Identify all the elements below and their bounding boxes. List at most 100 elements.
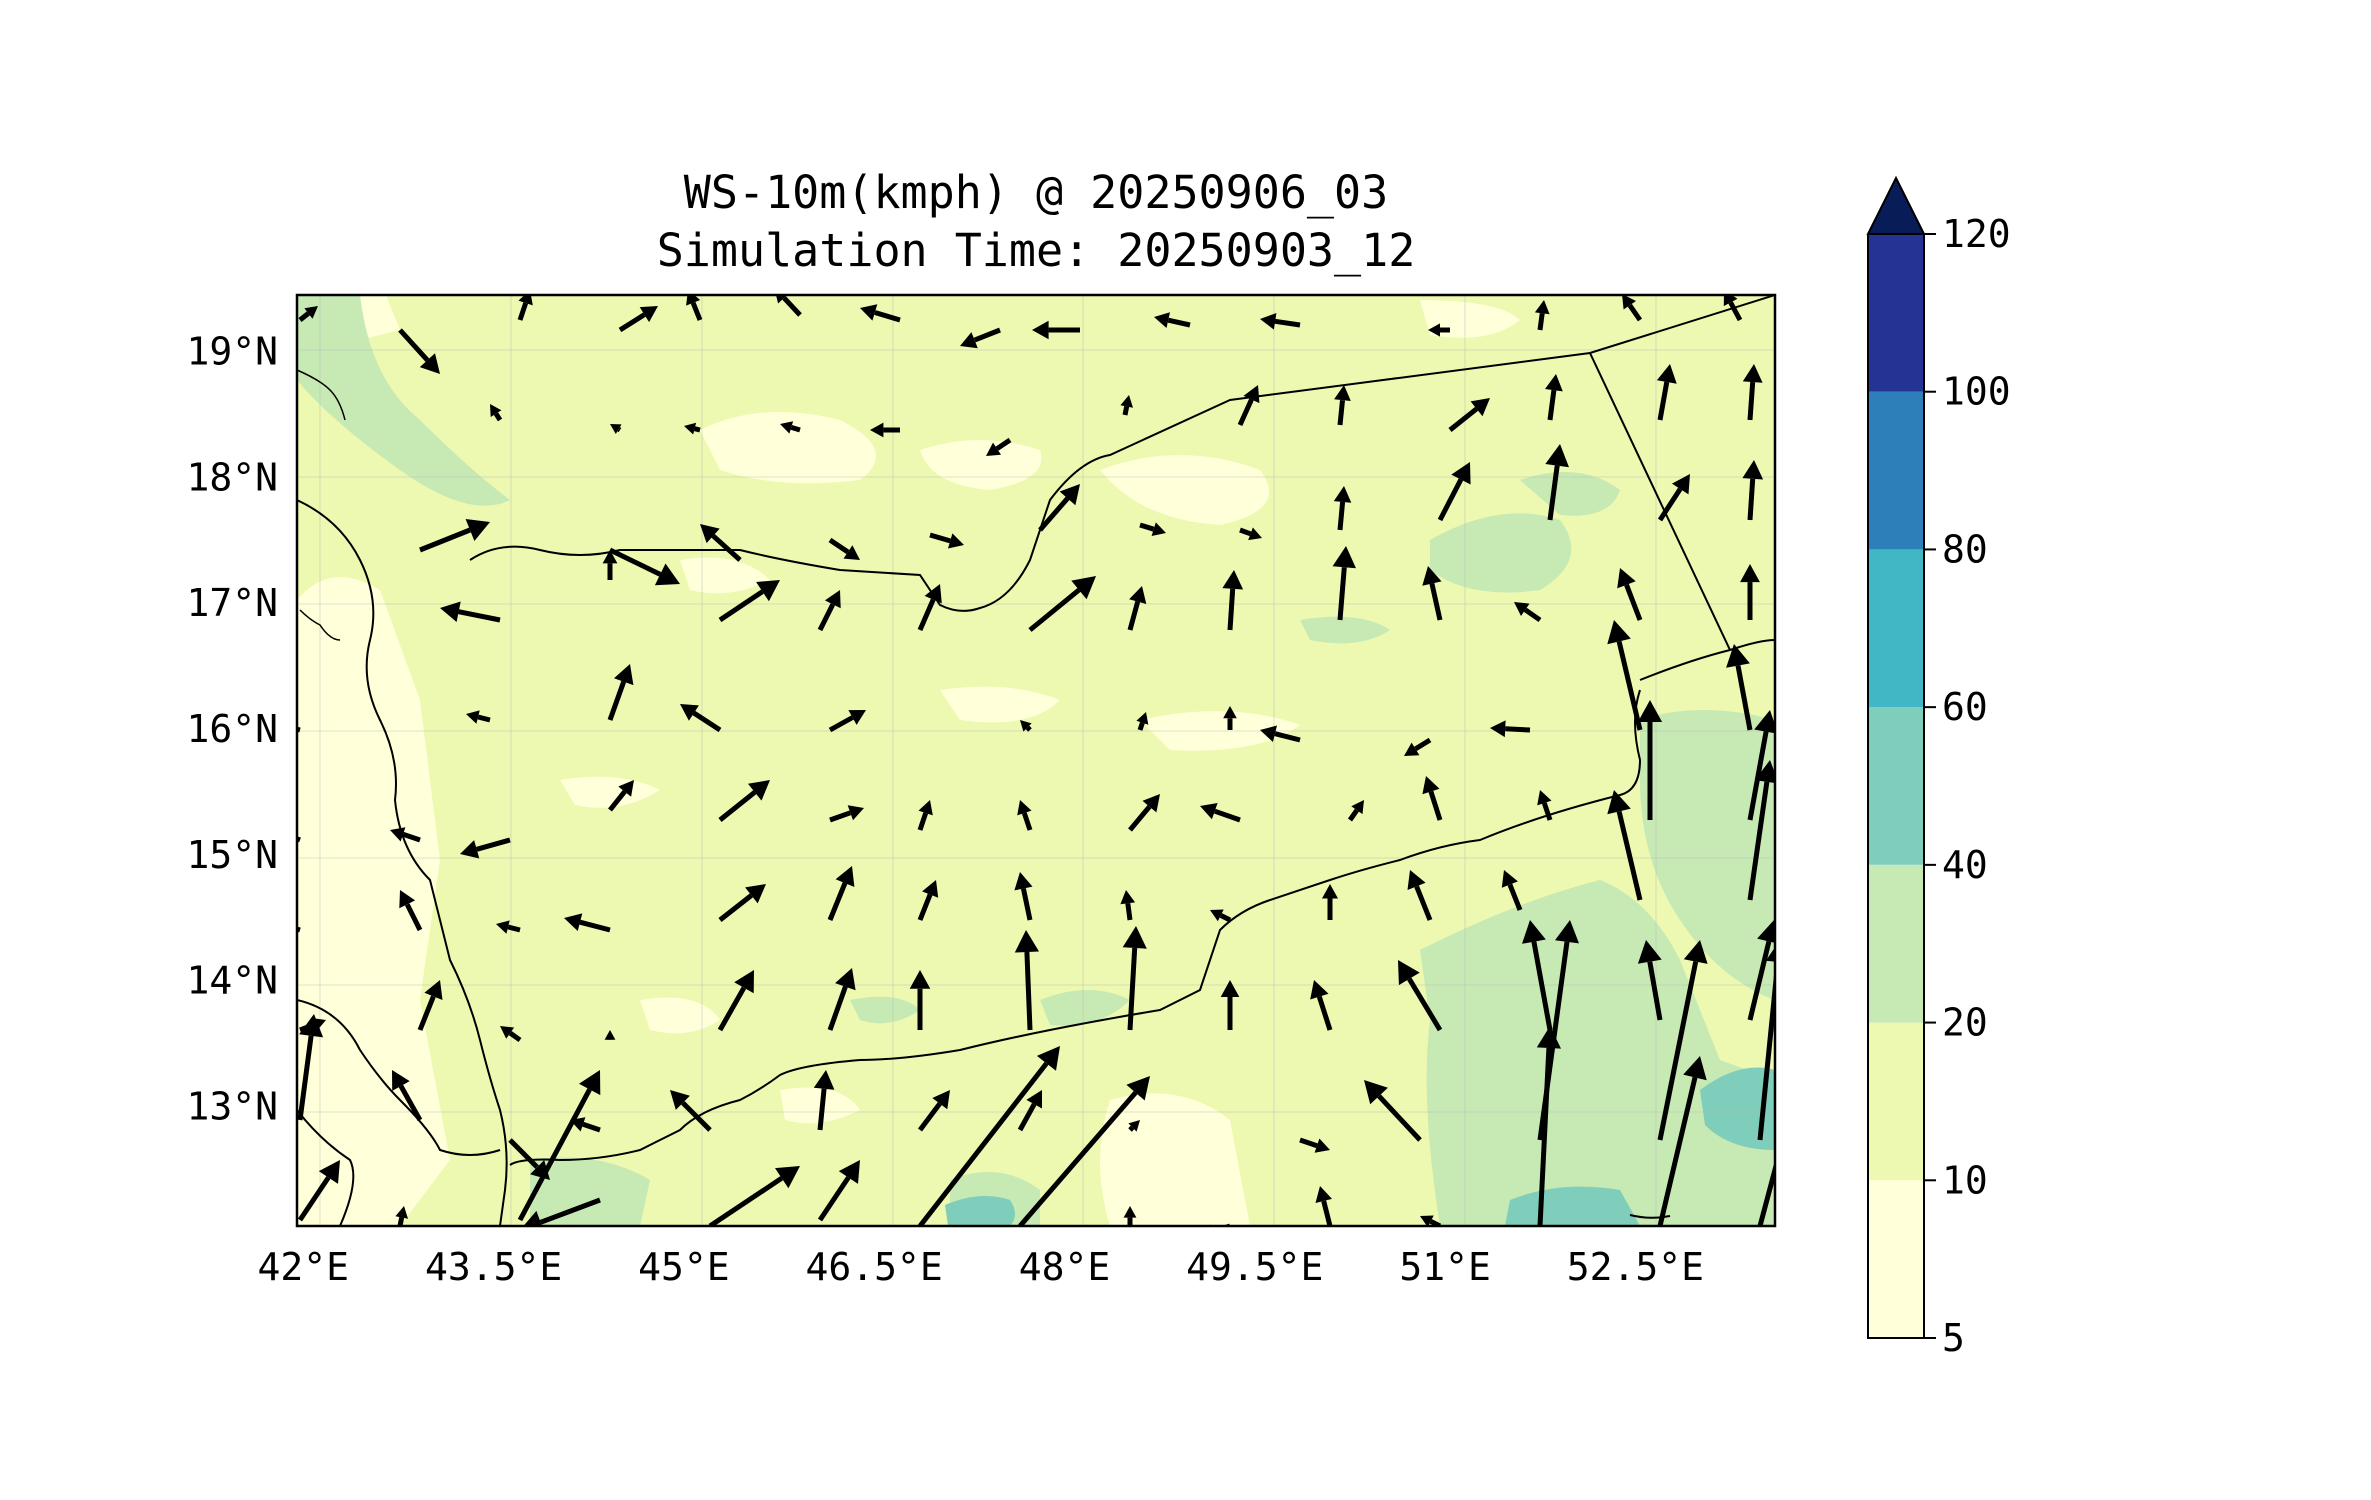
wind-vector-head (1754, 760, 1775, 783)
wind-vector-head (986, 442, 1001, 456)
wind-vector-head (1451, 462, 1471, 485)
wind-vector-shaft (297, 1035, 314, 1121)
wind-vector-shaft (1507, 883, 1523, 911)
wind-vector-shaft (1024, 951, 1033, 1031)
wind-vector-head (614, 664, 634, 686)
wind-vector-shaft (1523, 607, 1542, 623)
colorbar-segment (1868, 1180, 1924, 1338)
latitude-tick-labels: 19°N 18°N 17°N 16°N 15°N 14°N 13°N (186, 330, 278, 1129)
wind-vector-head (1404, 742, 1420, 756)
wind-vector-head (1422, 776, 1440, 795)
wind-vector-head (1071, 576, 1096, 600)
wind-vector-head (1637, 700, 1663, 722)
wind-vector-head (670, 1090, 690, 1110)
wind-vector-head (1014, 872, 1033, 891)
wind-vector-head (1200, 803, 1218, 820)
wind-vector-shaft (1747, 940, 1772, 1021)
wind-vector-head (1126, 1076, 1150, 1101)
wind-vector-head (523, 1210, 542, 1226)
wind-vector-shaft (1239, 527, 1252, 537)
wind-vector-head (654, 563, 680, 586)
wind-vector-head (1765, 947, 1775, 962)
wind-vector-shaft (694, 426, 701, 433)
wind-vector-head (1656, 364, 1677, 384)
wind-vector-head (602, 550, 618, 564)
wind-vector-head (1333, 486, 1352, 503)
wind-vector-shaft (493, 412, 503, 422)
wind-vector-head (266, 917, 282, 932)
wind-vector-head (460, 840, 480, 859)
wind-vector-head (1398, 960, 1420, 986)
wind-vector-head (860, 304, 878, 321)
colorbar-extend-arrow (1866, 175, 1926, 235)
wind-vector-head (1014, 930, 1039, 953)
wind-vector-head (1136, 712, 1149, 725)
wind-vector-shaft (1127, 600, 1141, 631)
wind-vector-head (1514, 602, 1530, 616)
wind-vector-shaft (582, 1121, 601, 1133)
wind-vector-shaft (1747, 381, 1756, 421)
wind-vector-shaft (1505, 726, 1531, 733)
wind-vector-shaft (817, 603, 836, 632)
wind-vector-head (909, 970, 931, 989)
wind-vector-shaft (1547, 465, 1560, 521)
wind-vector-head (1490, 720, 1506, 738)
wind-vector-shaft (579, 919, 611, 933)
colorbar-tick-label: 40 (1942, 843, 1988, 887)
wind-vector-shaft (829, 810, 852, 823)
wind-vector-shaft (1137, 722, 1145, 731)
wind-vector-head (1210, 909, 1224, 922)
wind-vector-shaft (874, 310, 901, 323)
wind-vector-head (1154, 312, 1170, 328)
wind-vector-head (518, 295, 533, 306)
wind-vector-shaft (1657, 381, 1670, 421)
wind-vector-head (1129, 586, 1147, 604)
wind-vector-shaft (476, 837, 511, 852)
longitude-tick-label: 52.5°E (1567, 1245, 1704, 1289)
wind-vector-head (1220, 980, 1240, 997)
longitude-tick-label: 49.5°E (1186, 1245, 1323, 1289)
latitude-tick-label: 16°N (186, 707, 278, 751)
wind-vector-head (1322, 884, 1338, 899)
colorbar-tick-label: 120 (1942, 212, 2011, 256)
wind-vector-head (618, 780, 634, 797)
wind-vector-shaft (397, 1216, 405, 1226)
wind-vector-shaft (1038, 496, 1070, 532)
longitude-tick-label: 45°E (638, 1245, 730, 1289)
wind-vector-shaft (1428, 790, 1443, 821)
wind-vector-shaft (1547, 389, 1557, 421)
wind-vector-shaft (1414, 737, 1432, 752)
wind-vector-head (490, 404, 502, 417)
colorbar-segment (1868, 391, 1924, 550)
wind-vector-head (1723, 295, 1738, 307)
wind-vector-shaft (1757, 1160, 1775, 1226)
wind-vector-head (835, 866, 855, 887)
wind-vector-shaft (1747, 731, 1769, 821)
wind-vector-shaft (1657, 487, 1683, 522)
wind-vector-head (1243, 385, 1260, 404)
wind-vector-shaft (690, 301, 703, 321)
wind-vector-head (680, 704, 699, 721)
wind-vector-head (1223, 706, 1237, 719)
wind-vector-head (1142, 794, 1160, 813)
wind-vector-head (604, 1030, 616, 1040)
wind-vector-head (1407, 870, 1426, 890)
wind-vector-head (775, 1166, 800, 1189)
wind-vector-head (1314, 1138, 1330, 1153)
wind-vector-head (1128, 1120, 1140, 1132)
graticule (297, 295, 1775, 1226)
longitude-tick-label: 46.5°E (806, 1245, 943, 1289)
wind-vector-head (1315, 1186, 1332, 1203)
wind-vector-shaft (1017, 1102, 1037, 1132)
wind-vector-head (1120, 890, 1136, 905)
wind-vector-head (1020, 720, 1032, 732)
wind-vector-shaft (1122, 405, 1130, 416)
wind-vector-shaft (929, 532, 951, 544)
wind-vector-head (824, 590, 841, 609)
wind-vector-shaft (717, 986, 747, 1032)
wind-vector-shaft (711, 533, 742, 562)
wind-vector-shaft (782, 296, 802, 317)
wind-vector-shaft (617, 427, 622, 433)
wind-vector-head (748, 780, 770, 801)
